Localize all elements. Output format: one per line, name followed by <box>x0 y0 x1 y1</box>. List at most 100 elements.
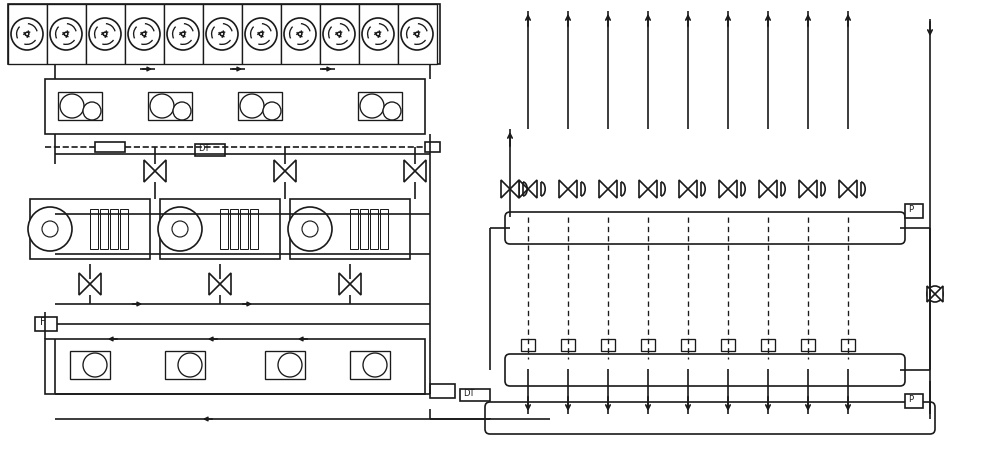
Polygon shape <box>568 180 577 198</box>
Bar <box>90 210 98 249</box>
Circle shape <box>363 353 387 377</box>
Bar <box>641 339 655 351</box>
Bar <box>561 339 575 351</box>
Circle shape <box>284 19 316 51</box>
Circle shape <box>89 19 121 51</box>
Bar <box>425 143 440 152</box>
FancyBboxPatch shape <box>485 402 935 434</box>
Bar <box>195 145 225 156</box>
Polygon shape <box>501 180 510 198</box>
Bar <box>242 5 281 65</box>
Polygon shape <box>79 273 90 295</box>
Circle shape <box>158 207 202 252</box>
Bar <box>148 93 192 121</box>
Circle shape <box>42 221 58 238</box>
Circle shape <box>142 33 146 37</box>
Circle shape <box>25 33 29 37</box>
Polygon shape <box>404 161 415 183</box>
Bar <box>601 339 615 351</box>
Circle shape <box>103 33 107 37</box>
Circle shape <box>376 33 380 37</box>
Circle shape <box>360 95 384 119</box>
Circle shape <box>50 19 82 51</box>
Bar <box>359 5 398 65</box>
Bar <box>521 339 535 351</box>
Bar <box>86 5 125 65</box>
Polygon shape <box>808 180 817 198</box>
Polygon shape <box>209 273 220 295</box>
Polygon shape <box>519 180 528 198</box>
Circle shape <box>245 19 277 51</box>
Circle shape <box>278 353 302 377</box>
Circle shape <box>60 95 84 119</box>
Polygon shape <box>608 180 617 198</box>
Circle shape <box>288 207 332 252</box>
Bar <box>430 384 455 398</box>
Bar <box>358 93 402 121</box>
Polygon shape <box>799 180 808 198</box>
Text: P: P <box>908 394 913 403</box>
Bar <box>220 210 228 249</box>
Circle shape <box>362 19 394 51</box>
Bar <box>370 210 378 249</box>
Bar <box>100 210 108 249</box>
FancyBboxPatch shape <box>505 354 905 386</box>
Bar <box>45 339 425 394</box>
Bar <box>110 210 118 249</box>
Bar <box>47 5 86 65</box>
Polygon shape <box>528 180 537 198</box>
Polygon shape <box>839 180 848 198</box>
Polygon shape <box>759 180 768 198</box>
Polygon shape <box>350 273 361 295</box>
Bar <box>165 351 205 379</box>
Circle shape <box>172 221 188 238</box>
Bar <box>240 210 248 249</box>
Polygon shape <box>220 273 231 295</box>
Circle shape <box>302 221 318 238</box>
Circle shape <box>28 207 72 252</box>
Bar <box>120 210 128 249</box>
Circle shape <box>259 33 263 37</box>
Bar <box>125 5 164 65</box>
Circle shape <box>83 103 101 121</box>
Circle shape <box>337 33 341 37</box>
Polygon shape <box>415 161 426 183</box>
Circle shape <box>150 95 174 119</box>
Circle shape <box>128 19 160 51</box>
Bar <box>58 93 102 121</box>
Polygon shape <box>599 180 608 198</box>
Circle shape <box>167 19 199 51</box>
Bar <box>460 389 490 401</box>
Polygon shape <box>848 180 857 198</box>
Bar <box>238 93 282 121</box>
Circle shape <box>383 103 401 121</box>
Polygon shape <box>927 286 935 302</box>
Bar <box>70 351 110 379</box>
Text: DT: DT <box>463 388 475 397</box>
Circle shape <box>415 33 419 37</box>
Bar <box>721 339 735 351</box>
Polygon shape <box>639 180 648 198</box>
Bar <box>8 5 47 65</box>
Bar <box>380 210 388 249</box>
Bar <box>350 351 390 379</box>
FancyBboxPatch shape <box>505 212 905 244</box>
Polygon shape <box>688 180 697 198</box>
Circle shape <box>323 19 355 51</box>
Bar <box>841 339 855 351</box>
Polygon shape <box>90 273 101 295</box>
Polygon shape <box>144 161 155 183</box>
Bar <box>95 143 125 152</box>
Bar <box>250 210 258 249</box>
Bar <box>35 318 57 331</box>
Bar <box>761 339 775 351</box>
Bar <box>320 5 359 65</box>
Bar <box>398 5 437 65</box>
Circle shape <box>240 95 264 119</box>
Bar <box>360 210 368 249</box>
Bar <box>203 5 242 65</box>
Circle shape <box>173 103 191 121</box>
Circle shape <box>178 353 202 377</box>
Circle shape <box>401 19 433 51</box>
Bar <box>265 351 305 379</box>
